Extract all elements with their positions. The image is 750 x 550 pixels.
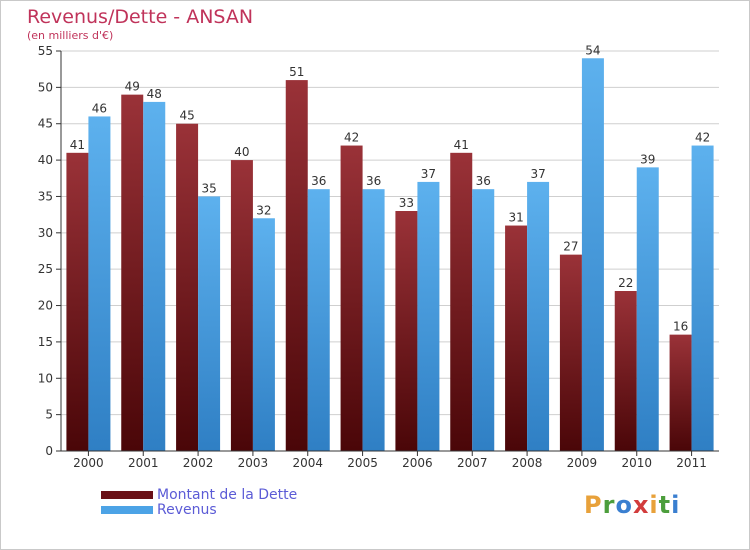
y-tick-label: 20 xyxy=(38,299,53,313)
data-label: 37 xyxy=(530,167,545,181)
x-tick-label: 2010 xyxy=(621,456,652,470)
y-tick-label: 35 xyxy=(38,189,53,203)
legend: Montant de la Dette Revenus xyxy=(101,486,298,518)
bar-dette xyxy=(176,123,199,452)
legend-item-dette: Montant de la Dette xyxy=(101,486,298,503)
logo-letter: o xyxy=(615,491,633,519)
y-tick-label: 50 xyxy=(38,80,53,94)
legend-swatch-dette xyxy=(101,490,153,499)
bar-dette xyxy=(340,145,363,451)
logo-letter: t xyxy=(658,491,672,519)
data-labels: 41 46 49 48 45 35 40 32 51 36 42 36 33 37 41 36 31 37 27 54… xyxy=(70,43,710,333)
x-tick-label: 2006 xyxy=(402,456,433,470)
legend-swatch-revenus xyxy=(101,505,153,514)
y-tick-label: 45 xyxy=(38,117,53,131)
bar-dette xyxy=(395,211,418,451)
data-label: 51 xyxy=(289,65,304,79)
bar-revenus xyxy=(691,145,714,451)
axes: 0 5 10 15 20 25 30 35 40 45 50 55 2000 2001 2002 2003 20… xyxy=(38,44,719,470)
data-label: 16 xyxy=(673,320,688,334)
y-tick-label: 10 xyxy=(38,371,53,385)
chart-subtitle: (en milliers d'€) xyxy=(27,29,114,42)
data-label: 33 xyxy=(399,196,414,210)
logo-letter: P xyxy=(584,491,603,519)
bar-revenus xyxy=(143,101,166,451)
bar-revenus xyxy=(362,189,385,451)
data-label: 36 xyxy=(366,174,381,188)
data-label: 31 xyxy=(508,211,523,225)
data-label: 35 xyxy=(201,181,216,195)
y-tick-label: 0 xyxy=(45,444,53,458)
y-tick-label: 40 xyxy=(38,153,53,167)
data-label: 41 xyxy=(70,138,85,152)
y-tick-label: 15 xyxy=(38,335,53,349)
bar-revenus xyxy=(472,189,495,451)
bar-revenus xyxy=(636,167,659,451)
y-tick-label: 5 xyxy=(45,408,53,422)
bar-dette xyxy=(614,291,637,451)
bar-dette xyxy=(559,254,582,451)
data-label: 54 xyxy=(585,43,600,57)
bar-revenus xyxy=(198,196,221,451)
grid-lines xyxy=(61,50,719,416)
x-tick-label: 2007 xyxy=(457,456,488,470)
legend-label-dette: Montant de la Dette xyxy=(157,486,298,503)
bar-dette xyxy=(121,94,144,452)
bar-dette xyxy=(505,225,528,451)
logo-letter: i xyxy=(671,491,681,519)
data-label: 49 xyxy=(125,80,140,94)
bar-dette xyxy=(285,80,308,451)
bar-revenus xyxy=(88,116,111,452)
data-label: 42 xyxy=(344,131,359,145)
legend-item-revenus: Revenus xyxy=(101,501,297,518)
y-tick-label: 30 xyxy=(38,226,53,240)
bar-dette xyxy=(230,160,253,451)
x-tick-label: 2005 xyxy=(347,456,378,470)
bar-revenus xyxy=(581,58,604,451)
data-label: 32 xyxy=(256,203,271,217)
legend-label-revenus: Revenus xyxy=(157,501,217,518)
data-label: 39 xyxy=(640,152,655,166)
data-label: 27 xyxy=(563,240,578,254)
proxiti-logo: Proxiti xyxy=(584,491,680,519)
y-tick-label: 55 xyxy=(38,44,53,58)
x-tick-label: 2000 xyxy=(73,456,104,470)
x-tick-label: 2004 xyxy=(292,456,323,470)
data-label: 40 xyxy=(234,145,249,159)
chart-title: Revenus/Dette - ANSAN xyxy=(27,6,254,28)
bar-revenus xyxy=(527,181,550,451)
bar-dette xyxy=(450,152,473,451)
data-label: 48 xyxy=(147,87,162,101)
logo-letter: x xyxy=(632,491,650,519)
x-tick-label: 2009 xyxy=(567,456,598,470)
data-label: 36 xyxy=(311,174,326,188)
data-label: 45 xyxy=(179,109,194,123)
data-label: 22 xyxy=(618,276,633,290)
x-tick-label: 2002 xyxy=(183,456,214,470)
data-label: 37 xyxy=(421,167,436,181)
x-tick-label: 2003 xyxy=(238,456,269,470)
bar-revenus xyxy=(252,218,275,451)
x-tick-label: 2008 xyxy=(512,456,543,470)
bar-revenus xyxy=(307,189,330,451)
bar-dette xyxy=(669,334,692,451)
x-tick-label: 2011 xyxy=(676,456,707,470)
x-tick-label: 2001 xyxy=(128,456,159,470)
bar-dette xyxy=(66,152,89,451)
data-label: 42 xyxy=(695,131,710,145)
data-label: 46 xyxy=(92,101,107,115)
y-tick-label: 25 xyxy=(38,262,53,276)
data-label: 36 xyxy=(476,174,491,188)
data-label: 41 xyxy=(454,138,469,152)
logo-letter: i xyxy=(649,491,659,519)
logo-letter: r xyxy=(602,491,616,519)
bars xyxy=(66,58,714,452)
bar-revenus xyxy=(417,181,440,451)
